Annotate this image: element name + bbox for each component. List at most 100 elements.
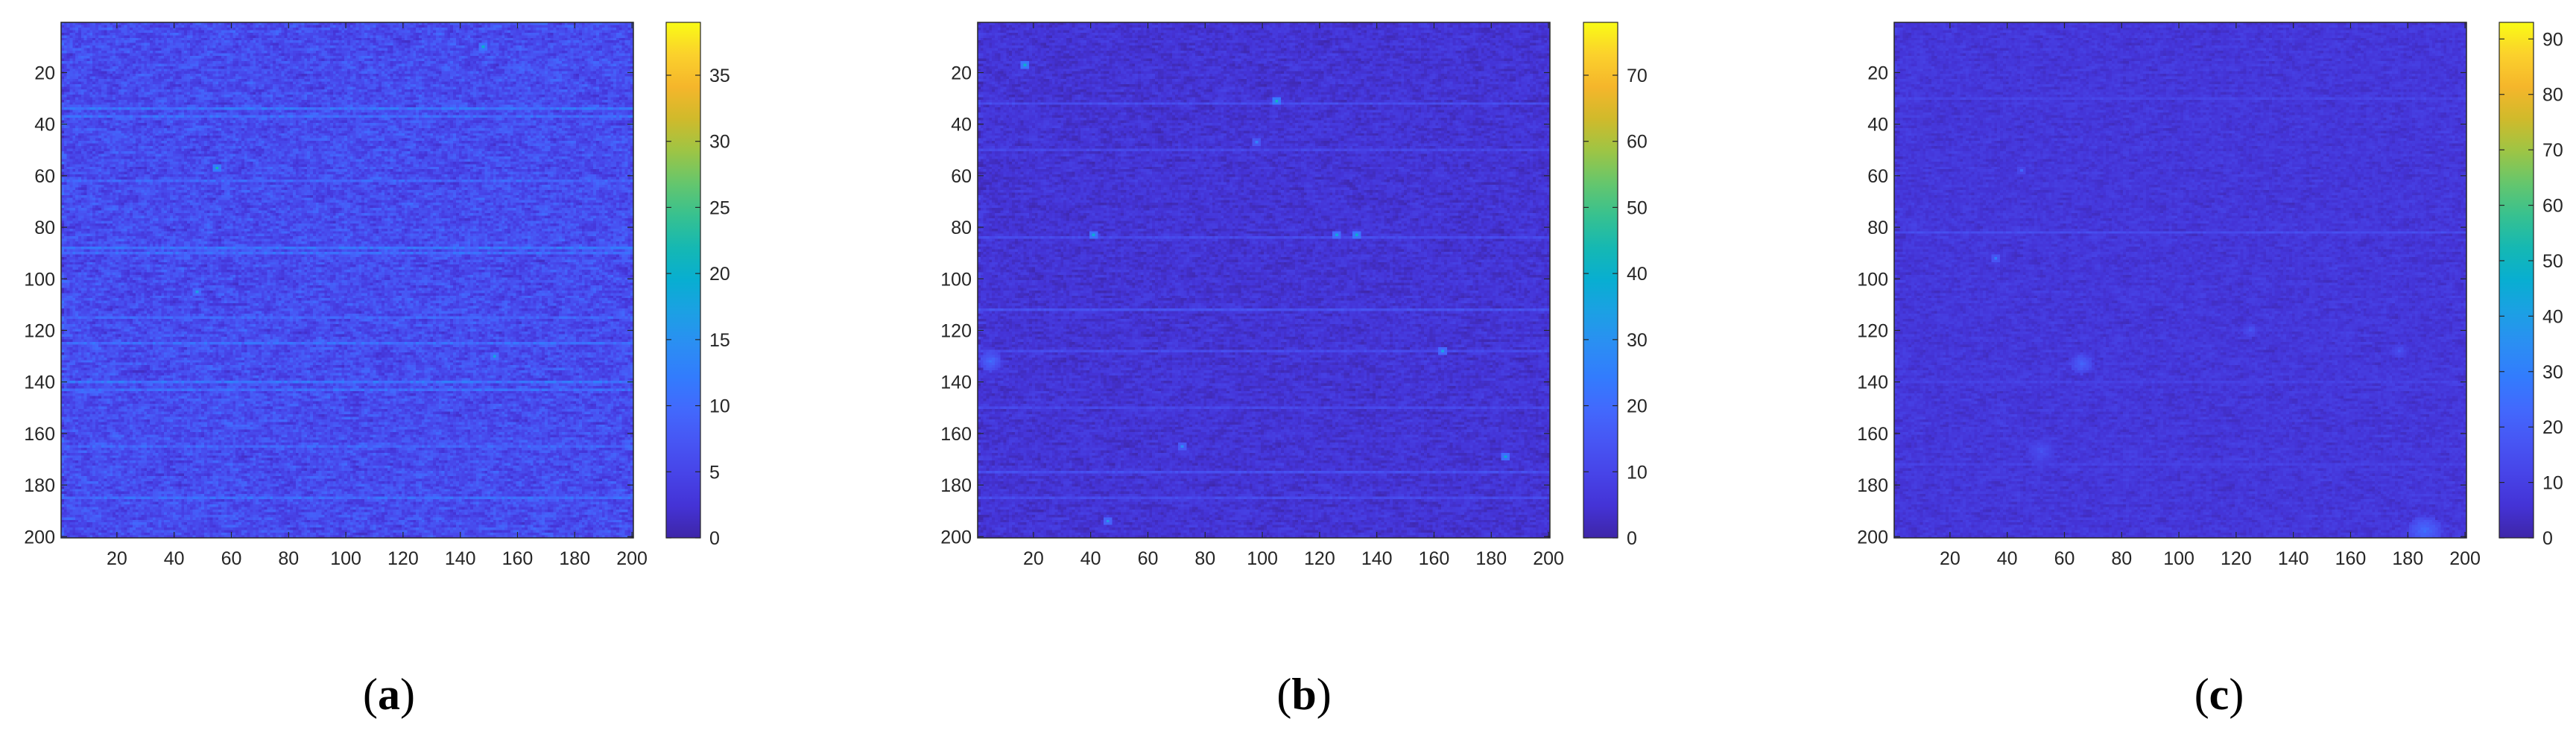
heatmap-image xyxy=(61,22,633,538)
y-tick-label: 60 xyxy=(34,166,55,187)
x-tick-label: 180 xyxy=(559,548,590,569)
colorbar: 0 10 20 30 40 50 60 70 80 90 xyxy=(2499,22,2563,549)
colorbar-box xyxy=(2499,22,2534,539)
colorbar-tick-label: 50 xyxy=(2542,251,2563,272)
colorbar-tick-label: 0 xyxy=(2542,528,2553,549)
y-tick-label: 160 xyxy=(24,424,55,445)
y-tick-label: 120 xyxy=(24,320,55,341)
caption-letter: b xyxy=(1291,670,1316,719)
colorbar-tick-label: 20 xyxy=(1627,396,1648,417)
y-tick-label: 20 xyxy=(1867,63,1888,83)
colorbar-tick-label: 30 xyxy=(709,132,730,153)
panel-c: 20 40 60 80 100 120 140 160 180 20020406080100120… xyxy=(1857,22,2563,719)
x-tick-label: 120 xyxy=(387,548,419,569)
x-tick-label: 100 xyxy=(1247,548,1278,569)
colorbar-tick-label: 40 xyxy=(2542,306,2563,327)
x-tick-label: 20 xyxy=(107,548,127,569)
y-tick-label: 20 xyxy=(34,63,55,83)
y-tick-label: 20 xyxy=(951,63,972,83)
panel-caption: (a) xyxy=(363,670,415,719)
y-tick-label: 40 xyxy=(1867,115,1888,136)
y-tick-label: 180 xyxy=(1857,475,1888,496)
colorbar-gradient xyxy=(666,22,700,538)
caption-letter: a xyxy=(378,670,400,719)
colorbar-tick-label: 5 xyxy=(709,462,720,483)
colorbar-tick-label: 20 xyxy=(2542,417,2563,438)
y-tick-label: 160 xyxy=(940,424,972,445)
y-tick-label: 100 xyxy=(24,269,55,290)
colorbar-box xyxy=(1583,22,1618,539)
y-tick-label: 200 xyxy=(24,527,55,548)
axes-box xyxy=(1893,22,2467,539)
x-tick-label: 200 xyxy=(2449,548,2481,569)
x-tick-label: 20 xyxy=(1023,548,1044,569)
caption-letter: c xyxy=(2209,670,2230,719)
y-tick-label: 140 xyxy=(940,372,972,393)
colorbar-tick-label: 0 xyxy=(1627,528,1637,549)
x-tick-label: 180 xyxy=(2392,548,2423,569)
panel-b: 20 40 60 80 100 120 140 160 180 20020406080100120… xyxy=(940,22,1648,719)
y-tick-label: 120 xyxy=(1857,320,1888,341)
colorbar-tick-label: 30 xyxy=(2542,362,2563,383)
x-tick-label: 160 xyxy=(502,548,534,569)
heatmap-image xyxy=(978,22,1550,538)
colorbar-tick-label: 10 xyxy=(2542,473,2563,494)
y-tick-label: 40 xyxy=(34,115,55,136)
x-tick-label: 80 xyxy=(278,548,299,569)
y-tick-label: 100 xyxy=(1857,269,1888,290)
y-tick-label: 140 xyxy=(1857,372,1888,393)
x-tick-label: 120 xyxy=(1304,548,1335,569)
panel-caption: (c) xyxy=(2194,670,2244,719)
colorbar-gradient xyxy=(2499,22,2534,538)
x-tick-label: 60 xyxy=(1138,548,1159,569)
y-tick-label: 80 xyxy=(951,218,972,238)
y-tick-label: 80 xyxy=(1867,218,1888,238)
colorbar: 0 10 20 30 40 50 60 70 xyxy=(1583,22,1648,549)
colorbar-tick-label: 60 xyxy=(1627,132,1648,153)
y-tick-label: 100 xyxy=(940,269,972,290)
x-tick-label: 100 xyxy=(2163,548,2194,569)
x-tick-label: 180 xyxy=(1475,548,1507,569)
y-tick-label: 60 xyxy=(951,166,972,187)
colorbar-tick-label: 10 xyxy=(1627,462,1648,483)
y-tick-label: 180 xyxy=(24,475,55,496)
panel-caption: (b) xyxy=(1276,670,1331,719)
colorbar-tick-label: 35 xyxy=(709,66,730,86)
colorbar-tick-label: 25 xyxy=(709,197,730,218)
colorbar-gradient xyxy=(1583,22,1618,538)
axes-box xyxy=(977,22,1551,539)
x-tick-label: 40 xyxy=(1997,548,2018,569)
x-tick-label: 140 xyxy=(1361,548,1393,569)
axes-box xyxy=(60,22,634,539)
x-tick-label: 160 xyxy=(2335,548,2367,569)
x-tick-label: 140 xyxy=(445,548,476,569)
x-tick-label: 20 xyxy=(1940,548,1961,569)
x-tick-label: 80 xyxy=(2111,548,2132,569)
x-tick-label: 80 xyxy=(1194,548,1215,569)
colorbar-tick-label: 0 xyxy=(709,528,720,549)
colorbar-tick-label: 10 xyxy=(709,396,730,417)
y-tick-label: 160 xyxy=(1857,424,1888,445)
x-tick-label: 140 xyxy=(2278,548,2309,569)
colorbar-tick-label: 60 xyxy=(2542,196,2563,217)
y-tick-label: 200 xyxy=(1857,527,1888,548)
x-tick-label: 200 xyxy=(1533,548,1564,569)
colorbar-tick-label: 30 xyxy=(1627,330,1648,351)
x-tick-label: 40 xyxy=(1080,548,1101,569)
y-tick-label: 60 xyxy=(1867,166,1888,187)
colorbar-tick-label: 80 xyxy=(2542,85,2563,106)
colorbar-tick-label: 70 xyxy=(2542,140,2563,161)
y-tick-label: 80 xyxy=(34,218,55,238)
y-tick-label: 200 xyxy=(940,527,972,548)
x-tick-label: 200 xyxy=(616,548,648,569)
colorbar-tick-label: 50 xyxy=(1627,197,1648,218)
x-tick-label: 60 xyxy=(221,548,242,569)
x-tick-label: 160 xyxy=(1419,548,1450,569)
y-tick-label: 140 xyxy=(24,372,55,393)
colorbar-tick-label: 70 xyxy=(1627,66,1648,86)
y-tick-label: 40 xyxy=(951,115,972,136)
x-tick-label: 100 xyxy=(330,548,361,569)
colorbar-box xyxy=(665,22,701,539)
